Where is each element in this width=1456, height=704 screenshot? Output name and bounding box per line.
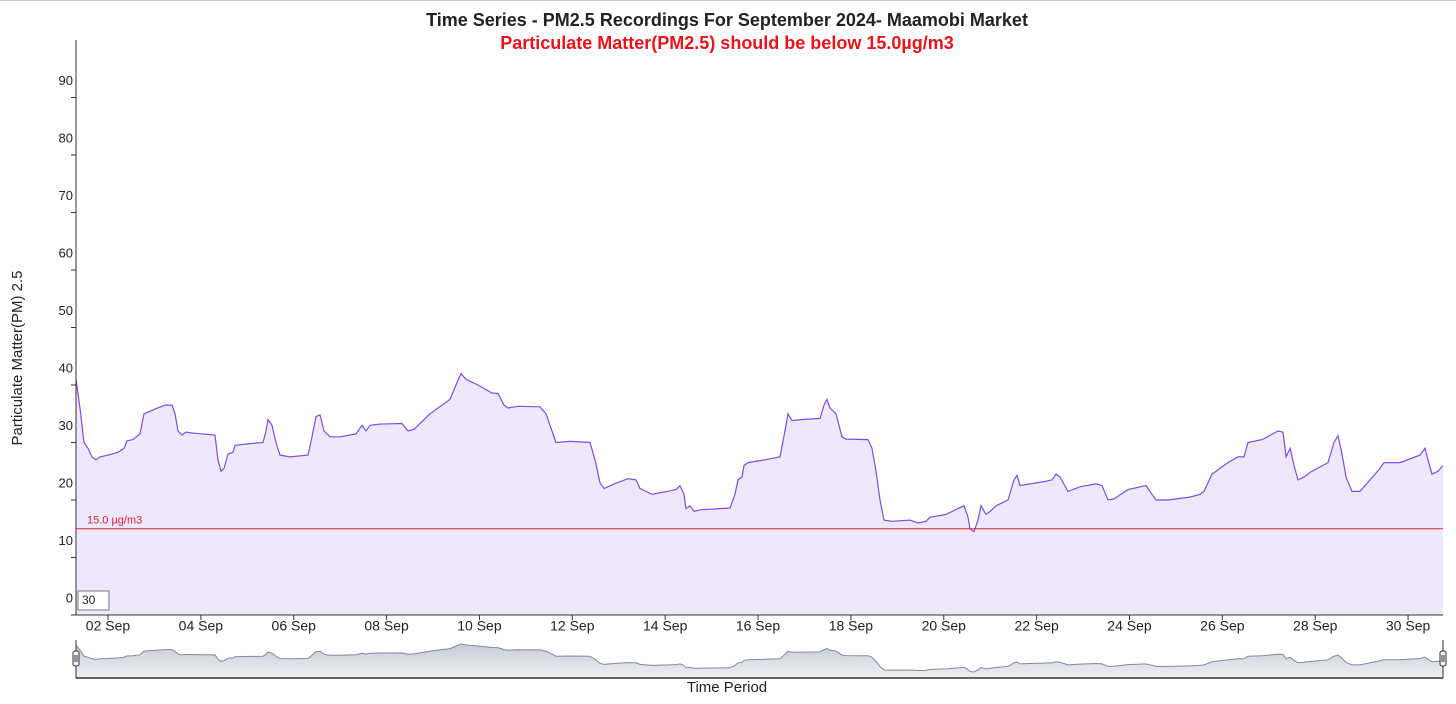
x-tick-label: 20 Sep [922, 618, 967, 634]
y-tick-label: 30 [59, 418, 73, 433]
navigator-handle[interactable] [1439, 650, 1447, 667]
range-input[interactable] [77, 590, 110, 611]
x-tick-label: 02 Sep [86, 618, 131, 634]
navigator-line [75, 643, 1444, 673]
range-input-value: 30 [82, 593, 96, 607]
y-tick-label: 80 [59, 130, 73, 145]
x-axis-label: Time Period [687, 679, 767, 696]
y-tick-label: 50 [59, 303, 73, 318]
x-tick-label: 24 Sep [1107, 618, 1152, 634]
x-tick-label: 28 Sep [1293, 618, 1338, 634]
y-tick-label: 40 [59, 360, 73, 375]
area-fill [76, 373, 1443, 615]
y-tick-label: 60 [59, 245, 73, 260]
x-tick-label: 30 Sep [1386, 618, 1431, 634]
y-tick-label: 10 [59, 533, 73, 548]
x-tick-label: 16 Sep [736, 618, 781, 634]
threshold-label: 15.0 µg/m3 [87, 515, 142, 527]
navigator-handle[interactable] [72, 650, 80, 667]
chart-subtitle: Particulate Matter(PM2.5) should be belo… [500, 33, 953, 53]
x-tick-label: 18 Sep [829, 618, 874, 634]
x-tick-label: 10 Sep [457, 618, 502, 634]
y-tick-label: 90 [59, 73, 73, 88]
y-tick-label: 70 [59, 188, 73, 203]
x-tick-label: 08 Sep [364, 618, 409, 634]
chart-title: Time Series - PM2.5 Recordings For Septe… [426, 10, 1028, 30]
y-tick-label: 20 [59, 475, 73, 490]
x-tick-label: 14 Sep [643, 618, 688, 634]
y-axis-label: Particulate Matter(PM) 2.5 [9, 270, 26, 445]
x-tick-label: 12 Sep [550, 618, 595, 634]
y-tick-label: 0 [66, 590, 73, 605]
x-tick-label: 26 Sep [1200, 618, 1245, 634]
data-line [75, 372, 1444, 533]
navigator-area [76, 644, 1443, 678]
x-tick-label: 04 Sep [179, 618, 224, 634]
x-tick-label: 22 Sep [1014, 618, 1059, 634]
x-tick-label: 06 Sep [272, 618, 317, 634]
